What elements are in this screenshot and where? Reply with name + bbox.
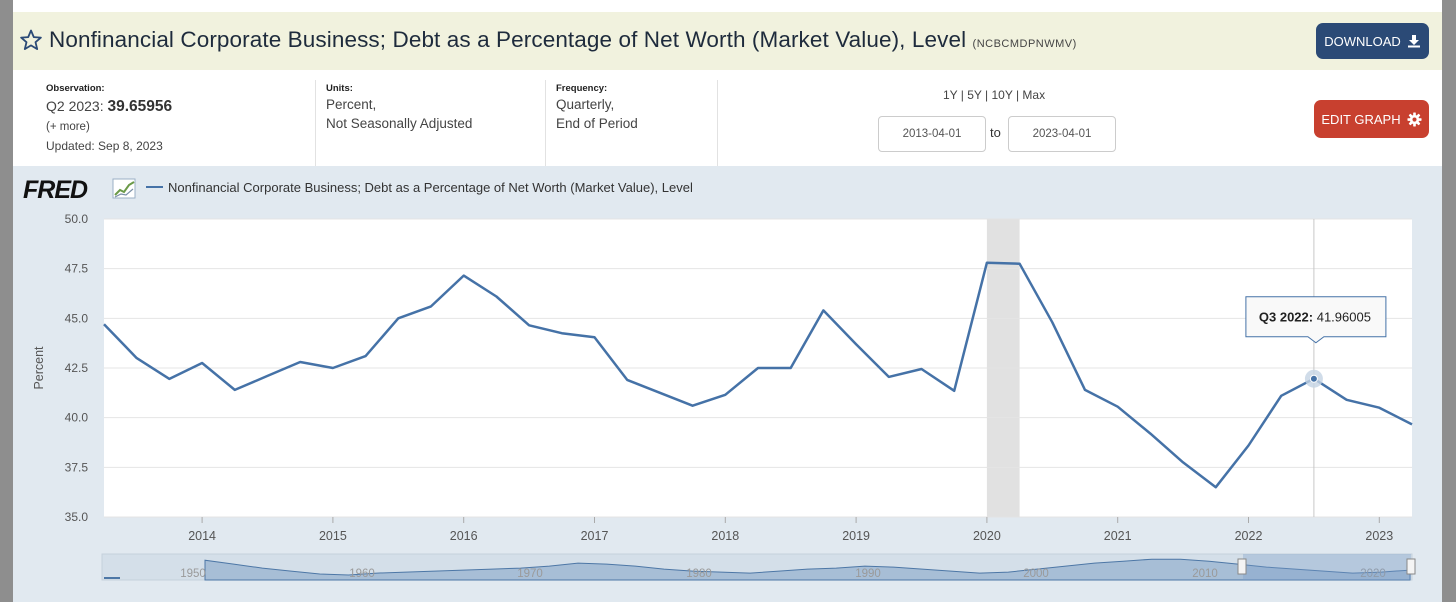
frequency-panel: Frequency: Quarterly, End of Period: [556, 70, 726, 166]
fred-logo-icon: [112, 178, 136, 199]
frequency-line1: Quarterly,: [556, 97, 615, 112]
fred-logo: FRED: [23, 176, 136, 204]
series-id: (NCBCMDPNWMV): [972, 38, 1077, 50]
navigator-selection[interactable]: [1243, 554, 1411, 580]
navigator-handle[interactable]: [1406, 558, 1416, 575]
line-chart: FRED Nonfinancial Corporate Business; De…: [23, 176, 1416, 581]
tooltip-value: 41.96005: [1317, 310, 1371, 325]
units-panel: Units: Percent, Not Seasonally Adjusted: [326, 70, 546, 166]
observation-label: Observation:: [46, 83, 105, 94]
observation-value: Q2 2023: 39.65956: [46, 98, 172, 116]
tooltip-text: Q3 2022: 41.96005: [1259, 310, 1371, 325]
download-icon: [1407, 35, 1420, 48]
series-title: Nonfinancial Corporate Business; Debt as…: [49, 27, 967, 52]
tooltip-box: [1245, 296, 1387, 344]
frequency-line2: End of Period: [556, 116, 638, 131]
page-title: Nonfinancial Corporate Business; Debt as…: [49, 27, 1077, 53]
series-line[interactable]: [103, 261, 1413, 489]
range-navigator[interactable]: 1950 1960 1970 1980 1990 2000 2010 2020: [101, 553, 1416, 581]
date-to-label: to: [990, 125, 1001, 140]
navigator-handle[interactable]: [1237, 558, 1247, 575]
y-tick-label: 45.0: [65, 311, 89, 325]
navigator-label: 2010: [1192, 568, 1218, 580]
chart-area: FRED Nonfinancial Corporate Business; De…: [13, 166, 1442, 602]
x-tick-label: 2018: [711, 529, 739, 543]
y-tick-label: 40.0: [65, 411, 89, 425]
edit-graph-button[interactable]: EDIT GRAPH: [1314, 100, 1429, 138]
x-tick-label: 2020: [973, 529, 1001, 543]
tooltip-label: Q3 2022:: [1259, 310, 1317, 325]
x-tick-label: 2023: [1365, 529, 1393, 543]
x-tick-label: 2014: [188, 529, 216, 543]
y-tick-label: 42.5: [65, 361, 89, 375]
units-line2: Not Seasonally Adjusted: [326, 116, 473, 131]
observation-period: Q2 2023:: [46, 98, 104, 114]
y-axis-label: Percent: [32, 346, 46, 390]
y-tick-label: 37.5: [65, 460, 89, 474]
divider: [717, 80, 718, 166]
star-icon[interactable]: [19, 28, 43, 52]
units-line1: Percent,: [326, 97, 377, 112]
x-tick-label: 2019: [842, 529, 870, 543]
x-tick-label: 2017: [581, 529, 609, 543]
end-date-input[interactable]: 2023-04-01: [1008, 116, 1116, 152]
x-tick-label: 2022: [1235, 529, 1263, 543]
y-tick-label: 47.5: [65, 262, 89, 276]
download-button[interactable]: DOWNLOAD: [1316, 23, 1429, 59]
navigator-label: 2000: [1023, 568, 1049, 580]
updated-date: Updated: Sep 8, 2023: [46, 139, 163, 153]
navigator-label: 1990: [855, 568, 881, 580]
range-options[interactable]: 1Y | 5Y | 10Y | Max: [943, 88, 1046, 102]
navigator-label: 1950: [180, 568, 206, 580]
more-link[interactable]: (+ more): [46, 121, 90, 133]
units-label: Units:: [326, 83, 353, 94]
observation-panel: Observation: Q2 2023: 39.65956 (+ more) …: [45, 70, 315, 166]
download-label: DOWNLOAD: [1324, 33, 1401, 49]
navigator-label: 1970: [517, 568, 543, 580]
hover-point[interactable]: [1309, 374, 1318, 383]
edit-graph-label: EDIT GRAPH: [1321, 111, 1401, 127]
navigator-series: [204, 558, 1411, 581]
gear-icon: [1407, 111, 1422, 127]
x-tick-label: 2016: [450, 529, 478, 543]
y-tick-label: 50.0: [65, 212, 89, 226]
divider: [545, 80, 546, 166]
navigator-label: 1980: [686, 568, 712, 580]
navigator-label: 2020: [1360, 568, 1386, 580]
x-tick-label: 2021: [1104, 529, 1132, 543]
navigator-label: 1960: [349, 568, 375, 580]
x-tick-label: 2015: [319, 529, 347, 543]
fred-page: Nonfinancial Corporate Business; Debt as…: [13, 0, 1442, 602]
y-tick-label: 35.0: [65, 510, 89, 524]
start-date-input[interactable]: 2013-04-01: [878, 116, 986, 152]
fred-logo-text: FRED: [23, 176, 88, 204]
title-bar: Nonfinancial Corporate Business; Debt as…: [13, 12, 1442, 70]
observation-number: 39.65956: [107, 98, 173, 115]
divider: [315, 80, 316, 166]
legend-text: Nonfinancial Corporate Business; Debt as…: [168, 180, 693, 195]
frequency-label: Frequency:: [556, 83, 608, 94]
